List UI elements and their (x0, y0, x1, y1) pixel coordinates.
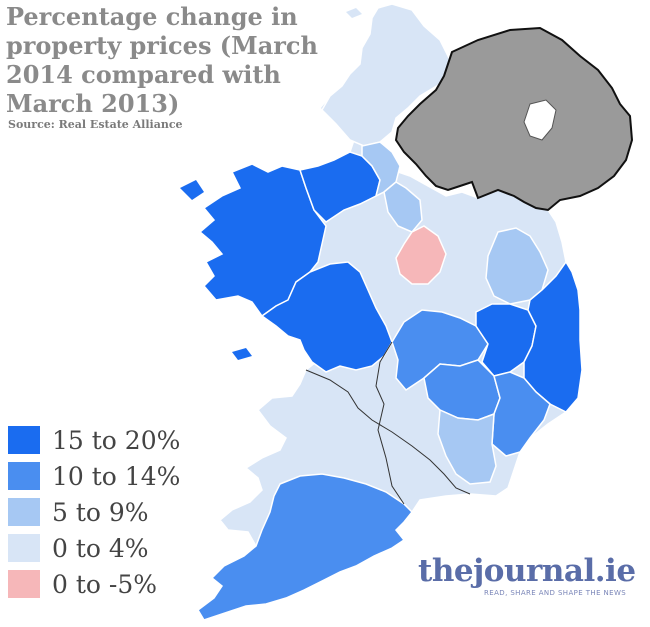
region-cavan (383, 181, 423, 233)
island-achill (180, 180, 204, 200)
region-kilkenny (437, 408, 497, 485)
legend-label: 0 to -5% (52, 569, 158, 599)
legend-swatch (8, 498, 40, 526)
legend-item: 15 to 20% (8, 422, 180, 458)
legend-swatch (8, 570, 40, 598)
lough-neagh (523, 99, 557, 141)
brand-tagline: READ, SHARE AND SHAPE THE NEWS (484, 589, 627, 597)
region-wicklow (523, 260, 583, 413)
thejournal-logo[interactable]: thejournal.ie (418, 553, 636, 589)
legend-label: 5 to 9% (52, 497, 149, 527)
island-tory (346, 8, 362, 18)
legend-label: 0 to 4% (52, 533, 149, 563)
brand-name: journal (473, 553, 595, 589)
region-cork (197, 473, 414, 621)
border-lines (305, 369, 471, 495)
legend-swatch (8, 426, 40, 454)
legend-swatch (8, 534, 40, 562)
region-longford (395, 225, 447, 285)
map-title: Percentage change in property prices (Ma… (6, 2, 318, 118)
legend-label: 10 to 14% (52, 461, 181, 491)
legend-item: 10 to 14% (8, 458, 180, 494)
region-galway (260, 261, 393, 373)
legend-swatch (8, 462, 40, 490)
map-source: Source: Real Estate Alliance (8, 118, 183, 131)
legend: 15 to 20% 10 to 14% 5 to 9% 0 to 4% 0 to… (8, 422, 180, 602)
border-lines-2 (375, 341, 405, 505)
brand-prefix: the (418, 553, 474, 589)
legend-item: 0 to 4% (8, 530, 180, 566)
legend-item: 5 to 9% (8, 494, 180, 530)
island-aran (232, 348, 252, 360)
legend-item: 0 to -5% (8, 566, 180, 602)
region-northern-ireland (394, 26, 634, 212)
legend-label: 15 to 20% (52, 425, 181, 455)
brand-suffix: .ie (594, 553, 636, 589)
